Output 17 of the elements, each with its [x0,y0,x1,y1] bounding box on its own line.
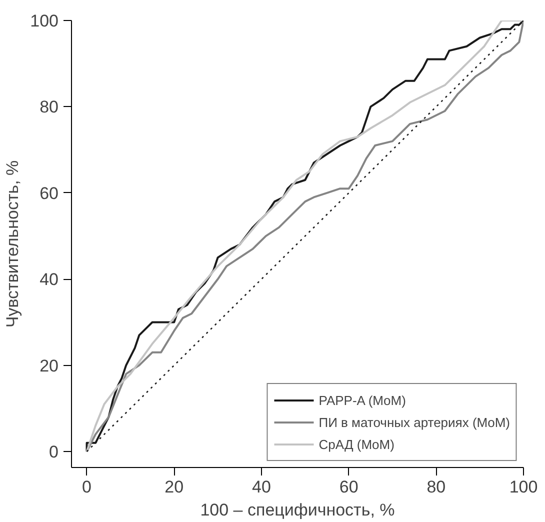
y-tick-label: 100 [30,12,59,30]
legend-label: ПИ в маточных артериях (MoM) [318,414,510,430]
y-axis-title: Чувствительность, % [3,160,22,328]
x-tick-label: 20 [164,478,184,496]
x-axis-title: 100 – специфичность, % [200,500,395,520]
legend-label: СрАД (MoM) [318,436,396,452]
legend-label: PAPP-A (MoM) [318,392,407,408]
y-tick-label: 60 [40,184,59,203]
x-tick-label: 0 [82,478,92,496]
x-tick-label: 80 [426,478,446,496]
x-tick-label: 60 [339,478,358,496]
y-tick-label: 20 [40,356,59,376]
y-tick-label: 0 [49,442,59,462]
y-tick-label: 40 [40,270,59,290]
x-tick-label: 100 [509,478,538,496]
y-tick-label: 80 [40,98,59,117]
x-tick-label: 40 [252,478,271,496]
